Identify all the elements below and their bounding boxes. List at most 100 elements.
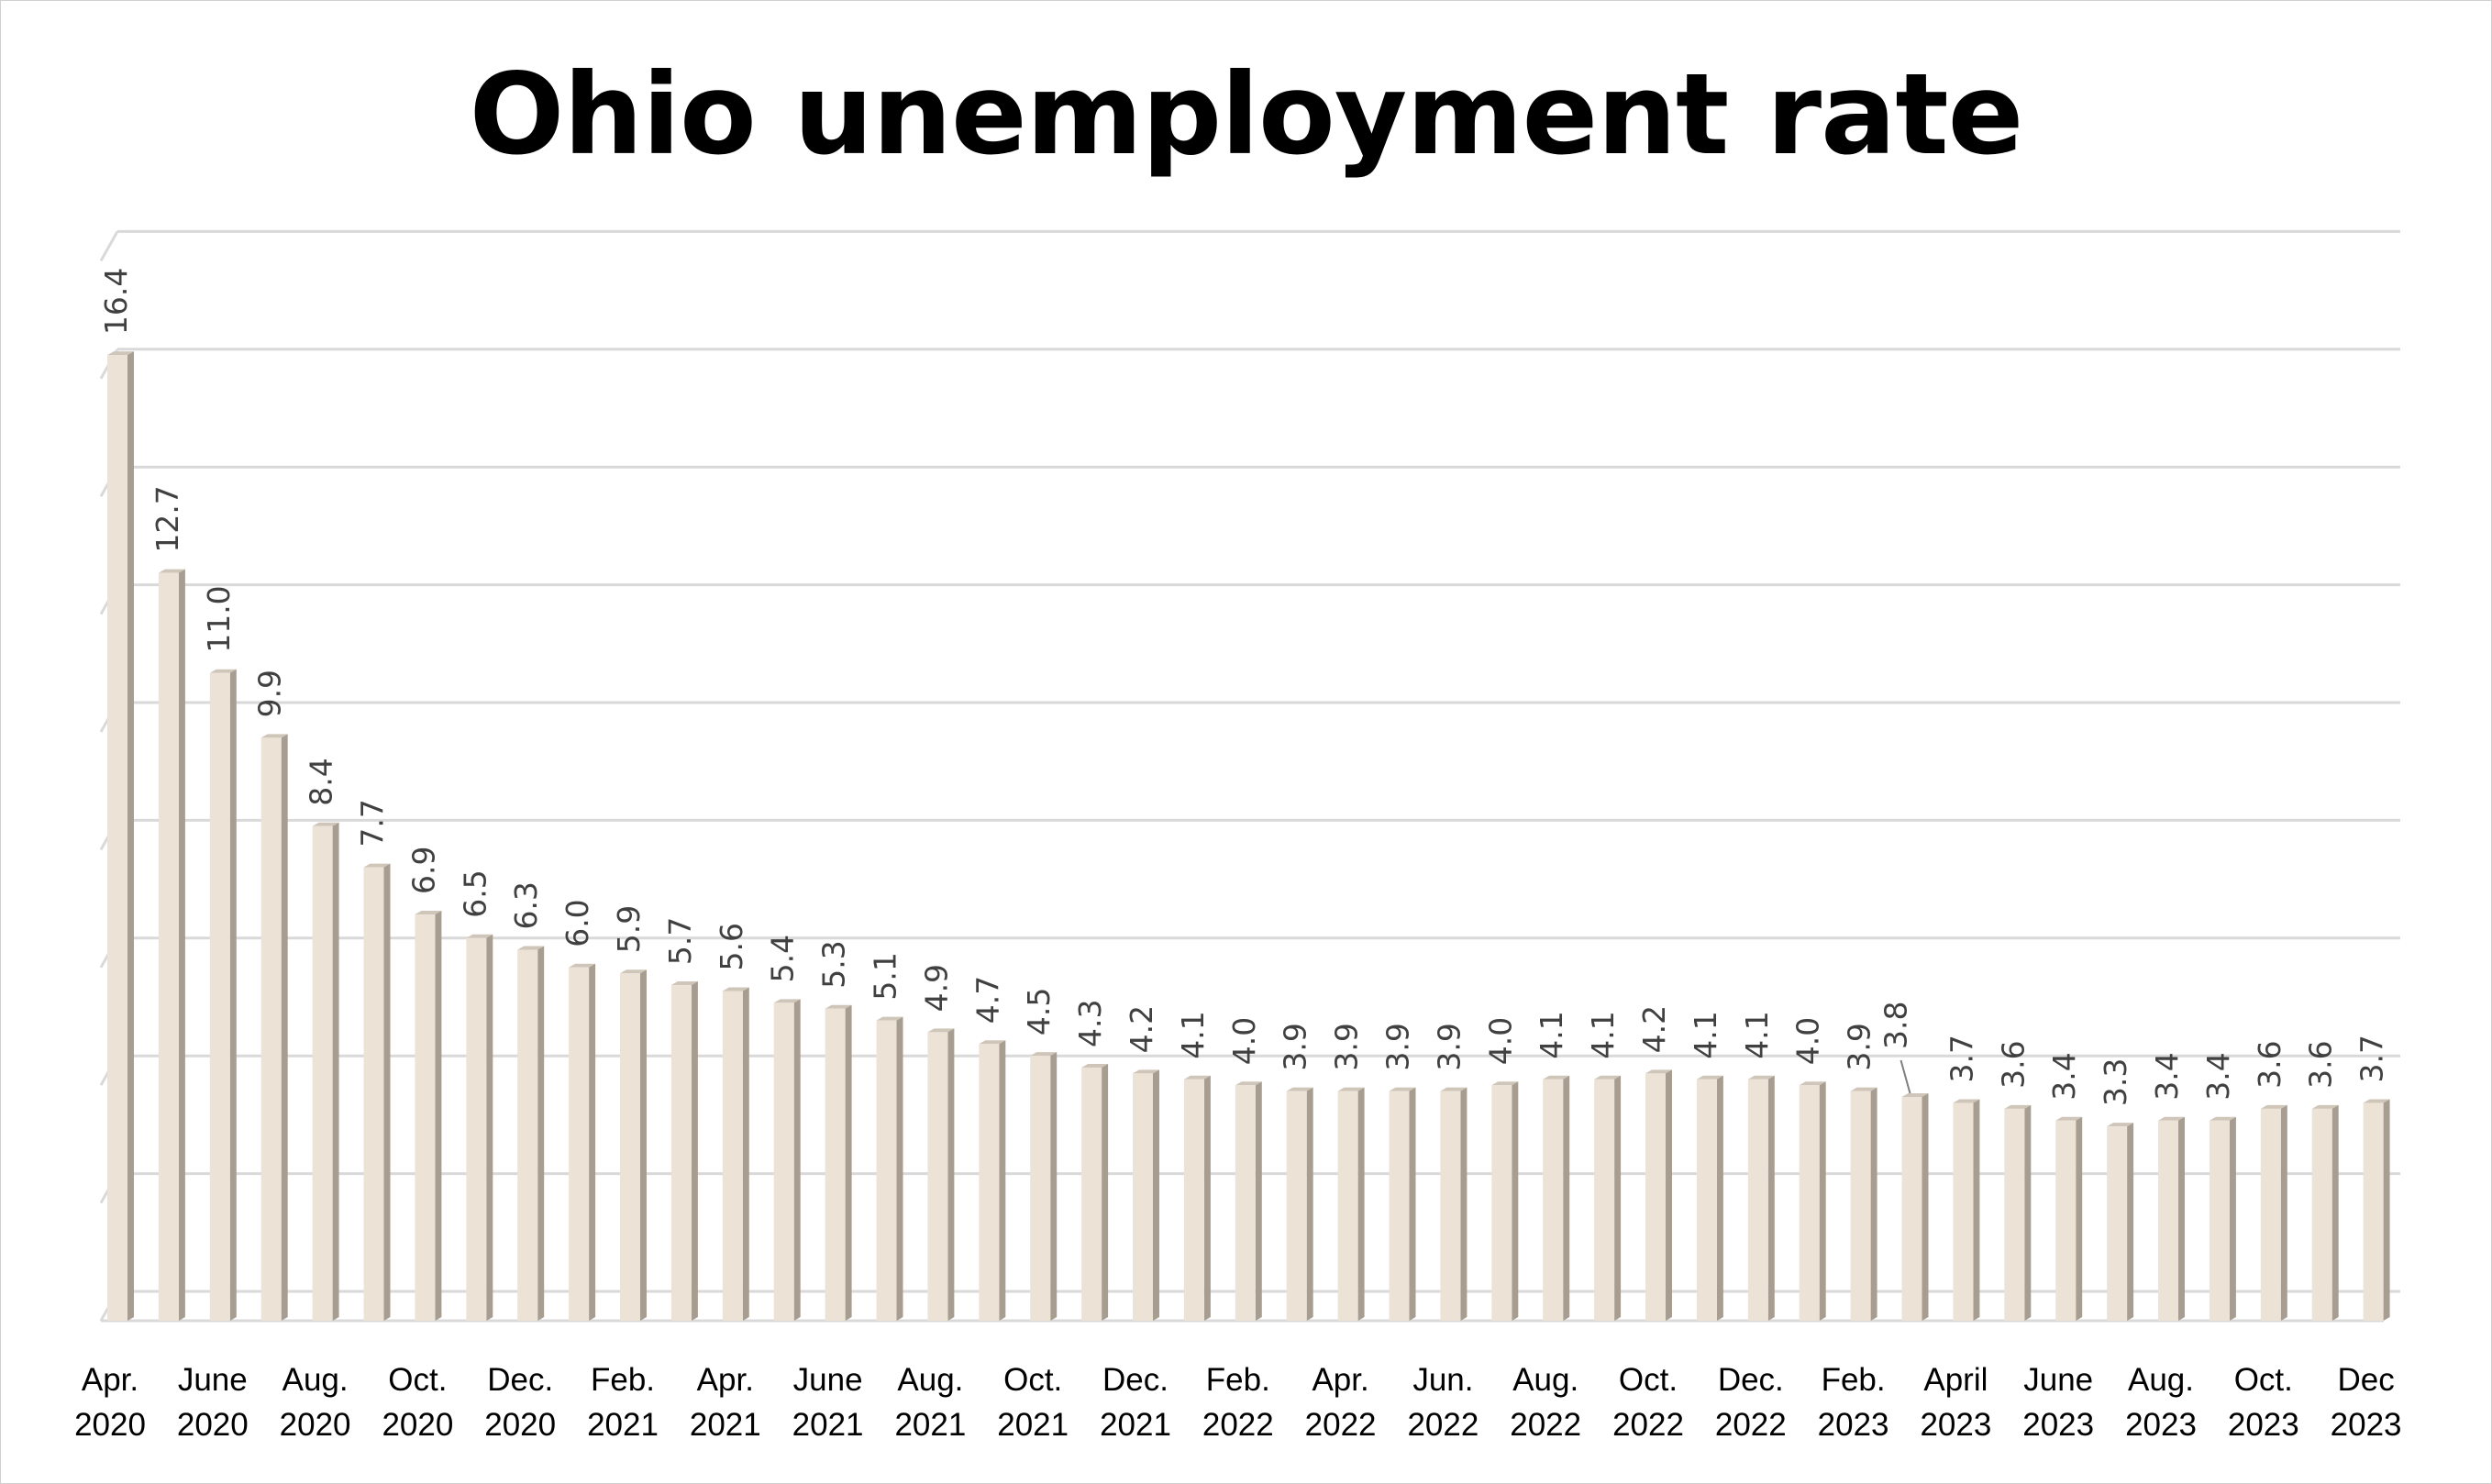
x-tick-label: Aug. <box>282 1362 349 1398</box>
x-tick-label: Oct. <box>2234 1362 2293 1398</box>
x-tick-label: Dec. <box>1102 1362 1168 1398</box>
data-label: 5.6 <box>714 923 749 970</box>
data-label: 4.1 <box>1739 1011 1775 1058</box>
bar-top <box>927 1028 955 1033</box>
x-tick-label: 2022 <box>1202 1407 1274 1443</box>
data-label: 4.1 <box>1688 1011 1723 1058</box>
bar <box>209 672 230 1321</box>
data-label: 7.7 <box>355 799 391 847</box>
data-label: 3.4 <box>2200 1052 2236 1100</box>
bar-top <box>722 987 749 991</box>
bar-top <box>1235 1081 1262 1086</box>
bar-side <box>229 669 237 1321</box>
bar-side <box>1255 1081 1262 1321</box>
bar-side <box>1716 1075 1723 1321</box>
data-label: 3.8 <box>1878 1002 1914 1049</box>
bar-top <box>1645 1069 1672 1074</box>
bar-top <box>2209 1116 2236 1121</box>
bar-side <box>1102 1063 1109 1321</box>
x-tick-label: 2020 <box>177 1407 249 1443</box>
x-tick-label: 2020 <box>280 1407 351 1443</box>
x-tick-label: 2023 <box>2125 1407 2197 1443</box>
x-tick-label: Feb. <box>1822 1362 1886 1398</box>
data-label: 3.7 <box>1944 1035 1979 1082</box>
bar-side <box>1870 1087 1877 1321</box>
bar <box>363 867 384 1321</box>
bar-side <box>1512 1081 1519 1321</box>
bar-side <box>1357 1087 1365 1321</box>
bar <box>466 937 487 1321</box>
bar <box>2363 1102 2384 1321</box>
x-tick-label: Apr. <box>1312 1362 1368 1398</box>
data-label: 3.6 <box>2303 1040 2339 1088</box>
bar <box>107 355 127 1321</box>
data-label: 6.9 <box>405 847 441 894</box>
bar-top <box>670 981 698 986</box>
bar-side <box>1666 1069 1672 1321</box>
bar <box>1133 1073 1153 1321</box>
bar-side <box>2331 1104 2339 1321</box>
bar-side <box>2383 1099 2390 1321</box>
bar-side <box>2280 1104 2287 1321</box>
data-label: 4.2 <box>1636 1005 1672 1053</box>
bar-side <box>1409 1087 1416 1321</box>
bar-side <box>2076 1116 2083 1321</box>
x-tick-label: June <box>178 1362 248 1398</box>
data-label: 3.9 <box>1278 1023 1313 1070</box>
bar <box>260 737 282 1321</box>
x-tick-label: 2020 <box>382 1407 453 1443</box>
bar-side <box>947 1028 955 1321</box>
bar <box>2004 1108 2025 1321</box>
x-tick-label: 2021 <box>587 1407 659 1443</box>
bar-top <box>2311 1104 2339 1109</box>
data-label: 16.4 <box>98 268 134 335</box>
x-tick-label: Dec. <box>1718 1362 1784 1398</box>
bar <box>158 572 179 1321</box>
bar <box>415 914 436 1321</box>
x-tick-label: 2022 <box>1510 1407 1581 1443</box>
data-label: 3.3 <box>2098 1058 2133 1106</box>
bar-top <box>1491 1081 1519 1086</box>
bar-top <box>2055 1116 2083 1121</box>
bar <box>1286 1091 1307 1321</box>
bar-side <box>999 1040 1006 1321</box>
bar-top <box>1286 1087 1313 1091</box>
x-tick-label: 2022 <box>1305 1407 1377 1443</box>
data-label: 6.5 <box>457 869 493 917</box>
bar-top <box>825 1004 852 1009</box>
bar <box>979 1044 1000 1321</box>
data-label: 4.7 <box>969 976 1005 1024</box>
bar-side <box>486 934 493 1321</box>
bar-top <box>620 969 647 974</box>
bar-side <box>742 987 749 1321</box>
data-label: 3.7 <box>2354 1035 2390 1082</box>
data-label: 5.1 <box>868 952 903 1000</box>
bar-top <box>1081 1063 1109 1068</box>
bar-top <box>517 946 545 950</box>
data-label: 3.9 <box>1329 1023 1365 1070</box>
bar-top <box>466 934 493 938</box>
leader-line <box>1899 1059 1911 1094</box>
x-tick-label: 2021 <box>792 1407 864 1443</box>
bar-top <box>2260 1104 2287 1109</box>
data-label: 4.0 <box>1226 1017 1262 1065</box>
bar-side <box>332 822 339 1321</box>
bar-top <box>1337 1087 1365 1091</box>
bar <box>876 1020 897 1321</box>
data-label: 4.0 <box>1482 1017 1518 1065</box>
x-tick-label: Aug. <box>897 1362 963 1398</box>
data-label: 4.1 <box>1175 1011 1211 1058</box>
x-tick-label: Oct. <box>388 1362 447 1398</box>
x-tick-label: 2022 <box>1612 1407 1684 1443</box>
data-label: 3.4 <box>2149 1052 2185 1100</box>
bar <box>1235 1085 1256 1321</box>
x-tick-label: 2020 <box>74 1407 146 1443</box>
bar-top <box>2107 1123 2134 1127</box>
x-tick-label: 2021 <box>894 1407 966 1443</box>
data-label: 3.6 <box>1995 1040 2031 1088</box>
data-label: 4.5 <box>1021 988 1057 1035</box>
x-tick-label: Feb. <box>1206 1362 1270 1398</box>
bar-side <box>691 981 698 1321</box>
bar-side <box>1922 1093 1929 1321</box>
bar-top <box>1953 1099 1980 1103</box>
